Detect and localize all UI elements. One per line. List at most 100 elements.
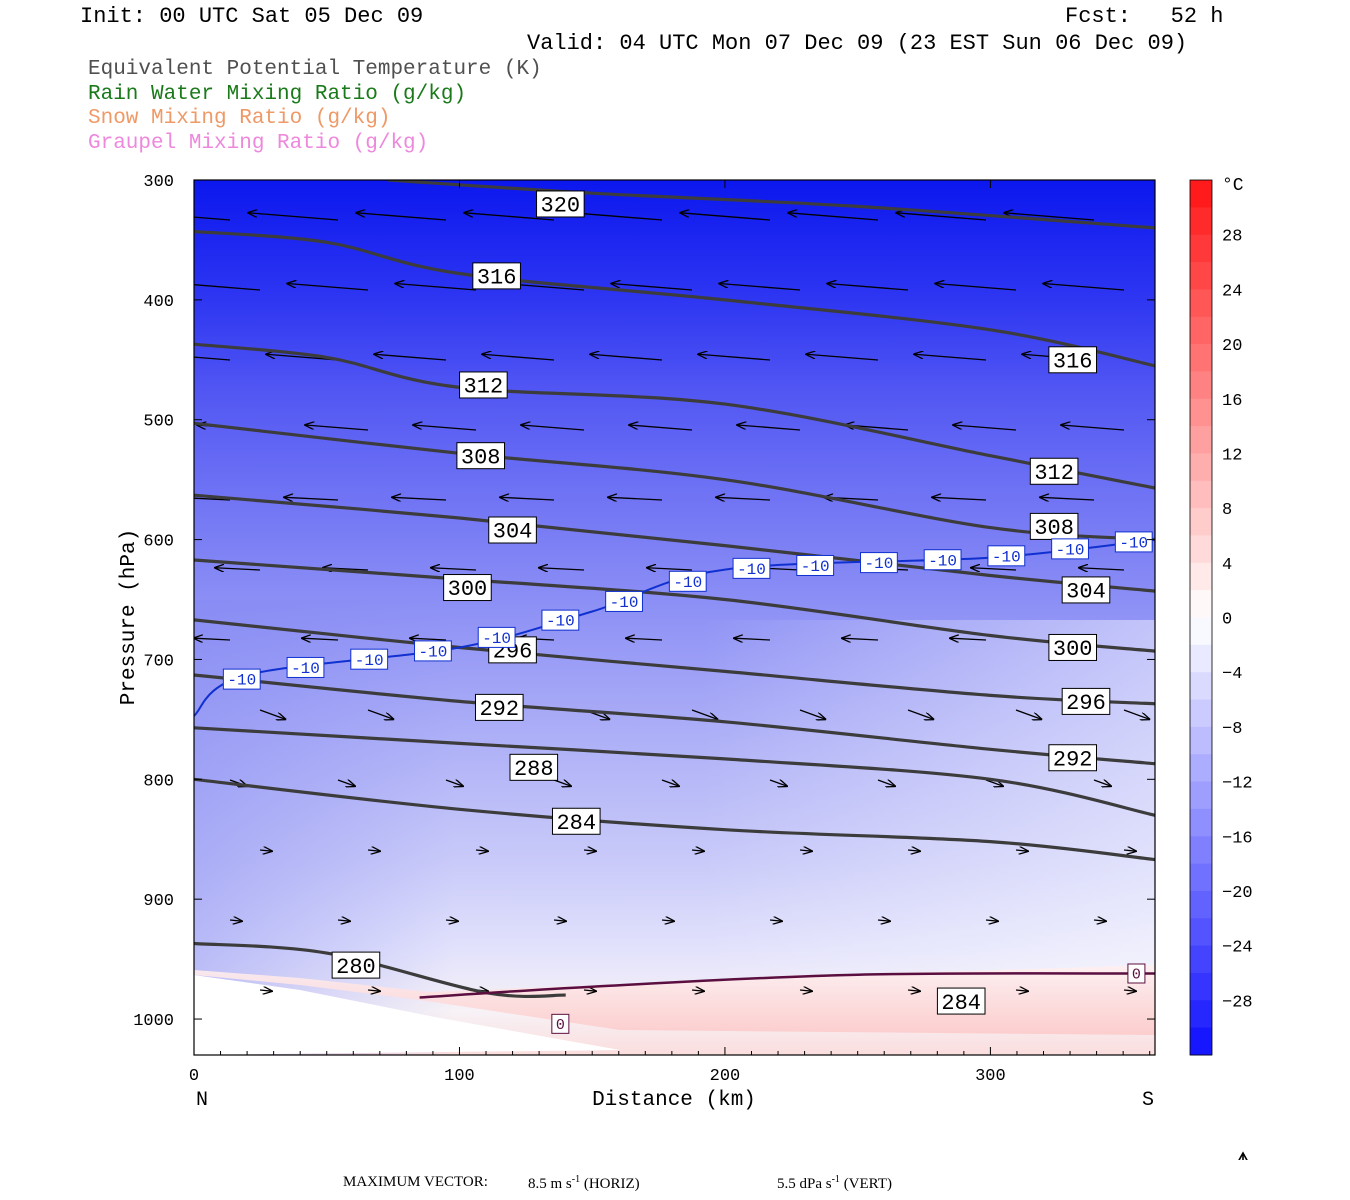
colorbar-tick-label: −8 — [1222, 720, 1242, 739]
theta-e-label-288: 288 — [509, 753, 559, 782]
forecast-hour: Fcst: 52 h — [1065, 4, 1224, 29]
theta-e-label-284-text: 284 — [556, 811, 596, 836]
temp-contour-label-text: -10 — [801, 558, 830, 576]
temp-contour-label-text: -10 — [1119, 535, 1148, 553]
wind-vector — [647, 568, 693, 570]
temp-contour-label: -10 — [286, 656, 325, 678]
wind-vector — [194, 216, 231, 221]
wind-vector — [583, 850, 596, 851]
colorbar-band — [1190, 289, 1212, 318]
theta-e-label2-292: 292 — [1048, 744, 1098, 772]
x-tick-label: 300 — [975, 1067, 1006, 1086]
theta-e-label-320-box — [536, 190, 585, 218]
colorbar-band — [1190, 1000, 1212, 1029]
cross-section-chart: 3203163163123123083083043043003002962962… — [118, 173, 1253, 1160]
wind-vector — [367, 709, 393, 719]
colorbar-tick-label: −28 — [1222, 993, 1253, 1012]
theta-e-label-288-box — [509, 753, 559, 781]
theta-e-label-284-box — [551, 807, 601, 835]
theta-e-label2-300-text: 300 — [1053, 637, 1093, 662]
y-tick-label: 500 — [143, 413, 174, 432]
temp-contour-label-text: -10 — [992, 548, 1021, 566]
temp-contour-label-text: -10 — [227, 672, 256, 690]
theta-e-label2-296-box — [1061, 687, 1111, 715]
wind-vector — [932, 497, 987, 500]
theta-e-contour-308 — [194, 421, 1155, 542]
wind-vector — [302, 638, 339, 640]
wind-vector — [953, 425, 1017, 431]
wind-vector — [1123, 990, 1136, 991]
y-axis: 300 400 500 600 700 800 900 1000 — [133, 173, 1155, 1031]
theta-e-label-280: 280 — [331, 951, 381, 980]
theta-e-contour-304 — [194, 493, 1155, 593]
theta-e-contour-312 — [194, 342, 1155, 490]
y-axis-label: Pressure (hPa) — [118, 529, 141, 705]
temp-contour-label: -10 — [541, 609, 580, 631]
colorbar-tick-label: 24 — [1222, 282, 1242, 301]
wind-vector — [769, 920, 782, 921]
wind-vector — [287, 284, 369, 291]
temp-contour-label: -10 — [987, 545, 1026, 566]
zero-contour — [419, 972, 1155, 999]
legend-graupel: Graupel Mixing Ratio (g/kg) — [88, 132, 429, 155]
colorbar-tick-label: −24 — [1222, 939, 1253, 958]
temp-contour-label-box — [1114, 531, 1153, 553]
temp-contour-label-box — [414, 640, 452, 662]
theta-e-contour-320 — [387, 180, 1155, 230]
x-axis-label: Distance (km) — [592, 1089, 756, 1112]
temp-contour-label: -10 — [222, 668, 261, 690]
wind-vector — [500, 497, 555, 500]
theta-e-contour-300 — [194, 558, 1155, 653]
theta-e-label2-316-box — [1048, 346, 1098, 374]
init-time: Init: 00 UTC Sat 05 Dec 09 — [80, 4, 424, 29]
theta-e-label-292-text: 292 — [479, 697, 519, 722]
zero-contour-label: 0 — [1127, 963, 1146, 984]
wind-vector — [194, 638, 231, 640]
theta-e-label2-308-text: 308 — [1034, 516, 1074, 541]
wind-vector — [583, 990, 596, 991]
wind-vector — [734, 638, 771, 640]
temp-contour-label-box — [286, 656, 325, 678]
y-tick-label: 1000 — [133, 1012, 174, 1031]
theta-e-label2-304-box — [1061, 576, 1111, 604]
temp-contour-label-box — [605, 590, 643, 612]
wind-vector — [475, 850, 488, 851]
temp-contour-label-box — [541, 609, 580, 631]
theta-e-contour-284 — [194, 777, 1155, 862]
temp-contour-label-text: -10 — [737, 561, 766, 579]
theta-e-label2-312: 312 — [1029, 457, 1079, 486]
temp-contour-label-box — [222, 668, 261, 690]
wind-vector — [950, 638, 987, 640]
wind-vector — [769, 780, 787, 786]
wind-vector — [1093, 780, 1111, 786]
theta-e-label-312-box — [459, 371, 508, 399]
theta-e-label-292-box — [474, 693, 524, 721]
temp-contour-label-text: -10 — [355, 652, 384, 670]
theta-e-label2-292-box — [1048, 744, 1098, 772]
wind-vector — [445, 780, 463, 786]
wind-vector — [1015, 709, 1041, 719]
wind-vector — [413, 425, 477, 431]
temp-contour-label-box — [796, 554, 835, 576]
colorbar-band — [1190, 562, 1212, 591]
wind-vector — [323, 568, 369, 570]
wind-vector — [985, 780, 1003, 786]
warm-region — [194, 965, 1155, 1035]
theta-e-label-308-text: 308 — [461, 445, 501, 470]
wind-vector — [914, 354, 987, 361]
theta-e-label2-312-box — [1029, 457, 1079, 485]
wind-vector — [259, 709, 285, 719]
contour-labels: 3203163163123123083083043043003002962962… — [222, 190, 1153, 1034]
wind-vector — [482, 354, 555, 361]
legend-theta-e: Equivalent Potential Temperature (K) — [88, 58, 542, 81]
wind-vector — [971, 568, 1017, 570]
colorbar-band — [1190, 617, 1212, 646]
wind-vector — [248, 213, 339, 221]
theta-e-contour-296 — [194, 618, 1155, 706]
theta-e-label-316: 316 — [472, 262, 521, 291]
zero-contour-label-text: 0 — [1132, 967, 1141, 984]
theta-e-label2-284-box — [936, 987, 986, 1015]
temp-contour-label-text: -10 — [546, 613, 575, 631]
temp-contour-label: -10 — [1114, 531, 1153, 553]
wind-vector — [1093, 920, 1106, 921]
